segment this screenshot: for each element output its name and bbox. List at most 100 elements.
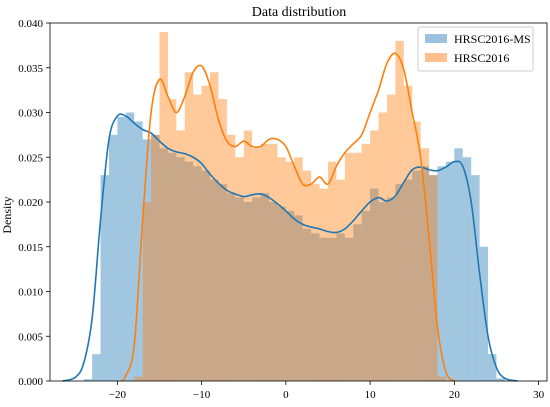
kde-line-hrsc2016 <box>120 52 455 382</box>
x-tick-label: 30 <box>533 389 545 401</box>
histogram-bar <box>226 134 236 381</box>
y-tick-label: 0.020 <box>18 197 43 209</box>
histogram-bar <box>210 72 219 381</box>
histogram-bar <box>218 184 227 381</box>
histogram-bar <box>277 157 286 381</box>
histogram-bar <box>378 202 387 381</box>
histogram-bar <box>327 161 337 381</box>
histogram-bar <box>471 175 480 381</box>
histogram-bar <box>336 179 345 381</box>
histogram-bar <box>159 148 168 381</box>
histogram-bar <box>108 134 118 381</box>
histogram-bar <box>151 134 160 381</box>
x-tick-label: 20 <box>449 389 461 401</box>
histogram-bar <box>184 72 194 381</box>
histogram-bar <box>277 206 286 381</box>
histogram-bar <box>142 139 152 381</box>
histogram-bar <box>176 157 185 381</box>
histogram-bar <box>420 148 430 381</box>
histogram-bar <box>235 157 244 381</box>
histogram-bar <box>311 233 320 381</box>
histogram-bar <box>420 166 430 381</box>
histogram-bar <box>386 94 396 381</box>
y-tick-label: 0.000 <box>18 376 43 388</box>
histogram-bar <box>285 210 295 381</box>
histogram-bar <box>235 197 244 381</box>
histogram-bar <box>370 188 379 381</box>
chart-title: Data distribution <box>252 5 347 20</box>
histogram-bar <box>437 376 446 381</box>
histogram-bar <box>327 237 337 381</box>
plot-area <box>62 31 518 382</box>
histogram-bar <box>83 379 93 381</box>
histogram-bar <box>361 210 371 381</box>
histogram-bar <box>252 197 261 381</box>
histogram-bar <box>125 112 135 381</box>
y-axis-label: Density <box>0 196 14 233</box>
series-hrsc2016-bars <box>134 31 446 382</box>
histogram-bar <box>201 85 211 382</box>
axes: −20 −10 0 10 20 30 0.000 0.005 0.010 0.015 0.020 0.… <box>18 18 548 401</box>
y-tick-label: 0.015 <box>18 242 43 254</box>
histogram-bar <box>319 188 328 381</box>
legend-swatch-hrsc2016-ms <box>425 34 447 43</box>
histogram-bar <box>386 197 396 381</box>
legend: HRSC2016-MS HRSC2016 <box>417 26 534 72</box>
histogram-bar <box>445 161 455 381</box>
histogram-bar <box>134 376 143 381</box>
histogram-bar <box>260 193 270 381</box>
histogram-bar <box>344 152 354 381</box>
histogram-bar <box>193 166 202 381</box>
histogram-bar <box>294 157 303 381</box>
histogram-bar <box>336 233 345 381</box>
histogram-bar <box>184 161 194 381</box>
histogram-bar <box>370 130 379 381</box>
histogram-bar <box>311 184 320 381</box>
histogram-bar <box>479 246 489 381</box>
histogram-bar <box>395 40 404 382</box>
x-tick-label: 0 <box>283 389 289 401</box>
histogram-bar <box>361 143 371 381</box>
histogram-bar <box>218 99 227 381</box>
y-tick-label: 0.010 <box>18 287 43 299</box>
histogram-bar <box>210 179 219 381</box>
histogram-bar <box>159 31 168 381</box>
x-tick-label: −20 <box>109 389 127 401</box>
y-tick-label: 0.030 <box>18 108 43 120</box>
histogram-bar <box>344 237 354 381</box>
histogram-bar <box>462 157 472 381</box>
histogram-bar <box>412 170 421 381</box>
x-tick-label: 10 <box>365 389 377 401</box>
legend-label-hrsc2016: HRSC2016 <box>454 51 509 65</box>
histogram-bar <box>285 161 295 381</box>
histogram-bar <box>167 152 177 381</box>
histogram-bar <box>142 202 152 381</box>
histogram-bar <box>378 112 387 381</box>
histogram-bar <box>302 170 312 381</box>
histogram-bar <box>243 130 253 381</box>
histogram-bar <box>454 148 463 381</box>
histogram-bar <box>100 175 109 381</box>
y-tick-label: 0.025 <box>18 152 43 164</box>
histogram-bar <box>176 130 185 381</box>
legend-swatch-hrsc2016 <box>425 53 447 62</box>
y-tick-label: 0.040 <box>18 18 43 30</box>
histogram-bar <box>488 354 497 381</box>
histogram-bar <box>496 378 505 381</box>
histogram-bar <box>151 134 160 381</box>
histogram-bar <box>252 148 261 381</box>
histogram-bar <box>260 143 270 381</box>
legend-label-hrsc2016-ms: HRSC2016-MS <box>454 32 531 46</box>
histogram-bar <box>302 228 312 381</box>
histogram-bar <box>395 184 404 381</box>
x-tick-label: −10 <box>193 389 211 401</box>
histogram-bar <box>353 152 362 381</box>
histogram-bar <box>226 193 236 381</box>
histogram-bar <box>353 224 362 381</box>
y-tick-label: 0.035 <box>18 63 43 75</box>
histogram-bar <box>294 215 303 381</box>
histogram-bar <box>412 121 421 381</box>
histogram-bar <box>134 121 143 381</box>
histogram-bar <box>319 237 328 381</box>
kde-line-hrsc2016-ms <box>62 113 518 382</box>
